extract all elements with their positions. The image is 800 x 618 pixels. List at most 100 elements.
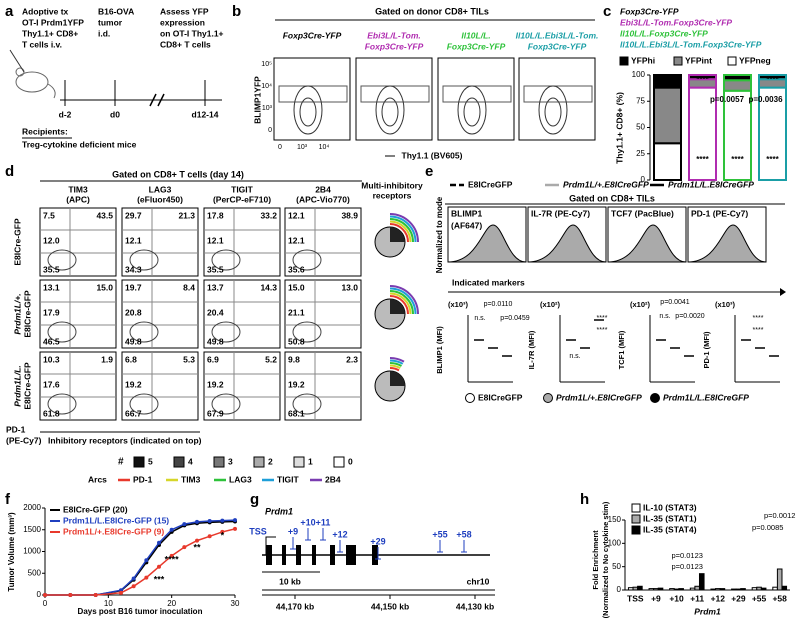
quadrant-percent: 14.3	[260, 282, 277, 292]
label: CD8+ T cells	[160, 39, 211, 49]
flow-plot	[518, 57, 596, 141]
legend-entry: YFPhi	[631, 55, 655, 65]
label: E8ICre-GFP	[22, 290, 32, 338]
annotation: ****	[696, 75, 709, 84]
label: Days post B16 tumor inoculation	[78, 607, 203, 616]
quadrant-percent: 19.7	[125, 282, 142, 292]
histogram	[687, 224, 767, 263]
label: 44,150 kb	[371, 601, 409, 611]
bar	[740, 588, 746, 591]
label: TCF1 (MFI)	[617, 330, 626, 369]
site-marker	[437, 540, 443, 553]
bar	[653, 86, 682, 145]
density-contour	[292, 393, 322, 415]
annotation: ****	[766, 155, 779, 164]
legend-entry: Il10L/L.Ebi3L/L-Tom.Foxp3Cre-YFP	[620, 39, 762, 49]
label: 100	[608, 538, 622, 547]
quadrant-percent: 49.8	[125, 336, 142, 346]
quadrant-percent: 35.6	[288, 264, 305, 274]
bar	[731, 588, 737, 591]
legend-swatch	[631, 514, 641, 524]
label: chr10	[467, 576, 490, 586]
label: +11	[690, 593, 704, 603]
label: Treg-cytokine deficient mice	[22, 139, 137, 149]
label: 3	[228, 456, 233, 466]
bar	[715, 588, 721, 591]
flow-plot	[203, 207, 281, 277]
flow-plot	[203, 351, 281, 421]
panel-label: a	[5, 3, 14, 20]
annotation: ****	[597, 315, 608, 322]
quadrant-percent: 21.3	[178, 210, 195, 220]
flow-plot	[203, 279, 281, 349]
pie-arc	[389, 364, 401, 370]
label: B16-OVA	[98, 6, 134, 16]
density-contour	[299, 97, 317, 127]
label: receptors	[373, 190, 412, 200]
bar	[657, 587, 664, 591]
panel-label: g	[250, 491, 259, 508]
label: +9	[288, 526, 298, 536]
panel-label: d	[5, 163, 14, 180]
flow-plot	[39, 351, 117, 421]
flow-plot	[284, 207, 362, 277]
legend-swatch	[133, 456, 145, 468]
label: 10³	[297, 144, 308, 151]
label: Il10L/L.	[461, 30, 490, 40]
quadrant-percent: 17.8	[207, 210, 224, 220]
label: #	[118, 457, 124, 468]
pie-arc	[389, 359, 404, 365]
density-contour	[292, 321, 322, 343]
annotation: ****	[753, 327, 764, 334]
label: 30	[231, 599, 240, 608]
label: 0	[37, 590, 42, 599]
site-marker	[290, 537, 296, 550]
label: Foxp3Cre-YFP	[447, 41, 506, 51]
label: +9	[651, 593, 661, 603]
flow-plot	[273, 57, 351, 141]
legend-swatch	[293, 456, 305, 468]
annotation: p=0.0057	[710, 95, 745, 104]
label: 500	[28, 568, 42, 577]
label: BLIMP1	[451, 208, 482, 218]
annotation: p=0.0041	[660, 299, 689, 306]
histogram	[607, 224, 687, 263]
density-contour	[47, 393, 77, 415]
quadrant-percent: 12.1	[288, 210, 305, 220]
density-contour	[293, 85, 323, 135]
legend-entry: Prdm1L/+.E8ICreGFP	[563, 179, 649, 189]
label: (x10²)	[540, 300, 561, 309]
bar	[710, 588, 717, 591]
label: on OT-I Thy1.1+	[160, 28, 224, 38]
label: PD-1 (MFI)	[702, 331, 711, 369]
label: Gated on CD8+ TILs	[569, 193, 655, 203]
bar	[758, 74, 787, 81]
site-marker	[375, 547, 381, 560]
label: +29	[370, 536, 385, 546]
label: 150	[608, 515, 622, 524]
point	[68, 593, 73, 597]
site-marker	[337, 540, 343, 553]
label: i.d.	[98, 28, 110, 38]
legend-entry: YFPneg	[739, 55, 771, 65]
bar	[669, 588, 675, 591]
label: Prdm1L/L.	[12, 365, 22, 407]
quadrant-percent: 19.2	[125, 379, 142, 389]
annotation: ****	[731, 155, 744, 164]
density-contour	[544, 97, 562, 127]
label: Tumor Volume (mm³)	[7, 512, 16, 592]
label: (APC-Vio770)	[296, 194, 350, 204]
legend-swatch	[673, 56, 683, 66]
bar	[760, 587, 767, 591]
point	[144, 575, 149, 580]
annotation: ***	[154, 574, 165, 584]
label: Prdm1	[265, 506, 293, 516]
label: TIM3	[68, 184, 88, 194]
legend-swatch	[543, 393, 553, 403]
quadrant-percent: 46.5	[43, 336, 60, 346]
label: Indicated markers	[452, 277, 525, 287]
legend-entry: E8ICreGFP	[468, 179, 513, 189]
annotation: n.s.	[474, 315, 485, 322]
point	[207, 519, 212, 524]
